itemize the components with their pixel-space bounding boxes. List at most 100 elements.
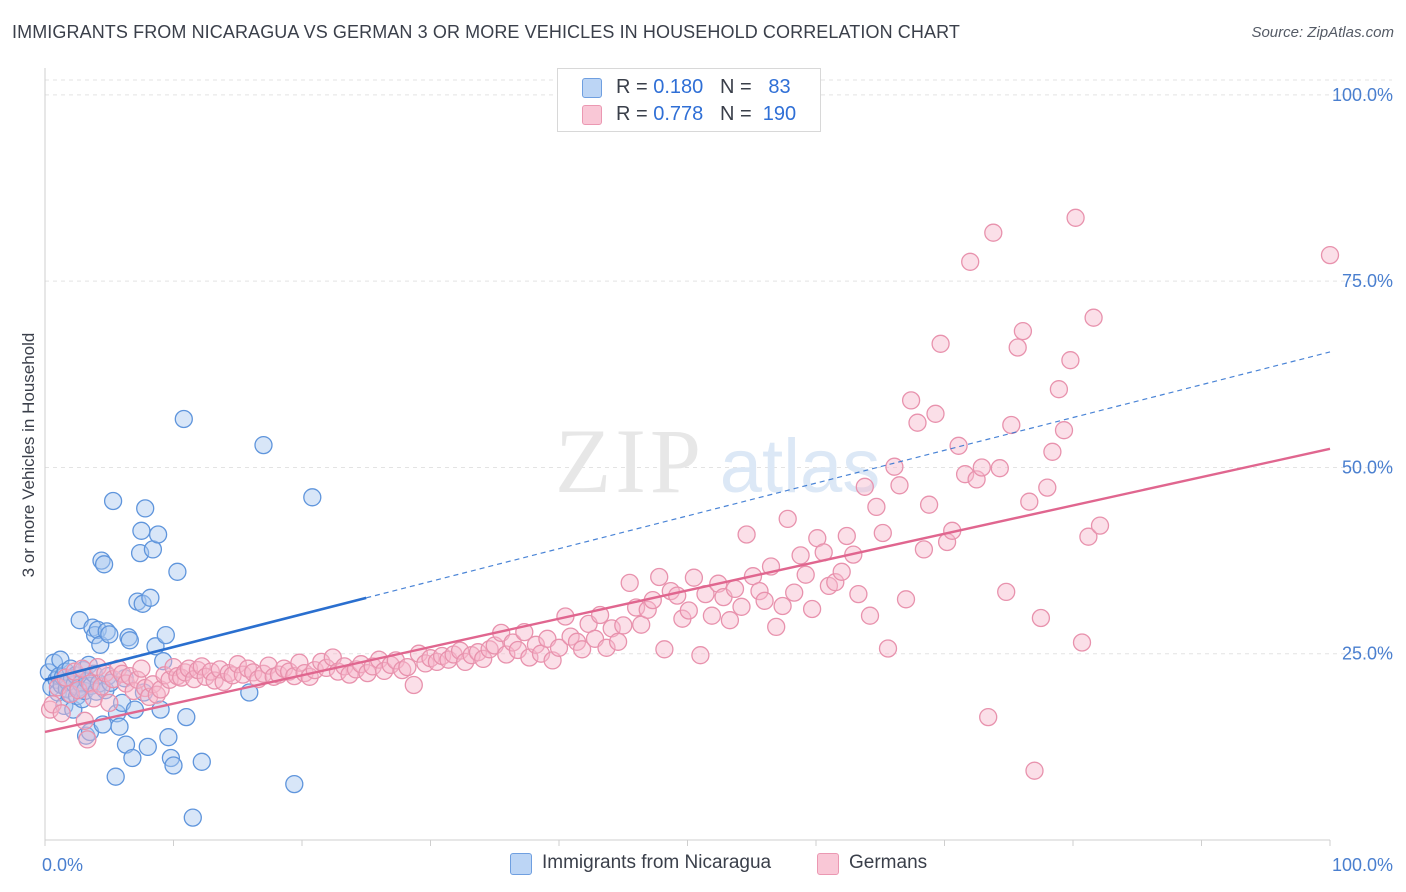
germans-point-121 <box>650 567 669 587</box>
nicaragua-point-69 <box>154 652 173 671</box>
germans-point-193 <box>1072 633 1092 652</box>
germans-point-159 <box>873 523 892 543</box>
germans-point-164 <box>901 391 921 410</box>
nicaragua-point-62 <box>136 499 155 518</box>
germans-point-177 <box>979 707 998 727</box>
x-tick-label-1: 100.0% <box>1332 855 1393 875</box>
germans-point-161 <box>885 457 904 476</box>
germans-point-44 <box>214 672 233 692</box>
germans-point-39 <box>192 657 211 676</box>
y-tick-label-3: 100.0% <box>1332 85 1393 105</box>
y-axis-label: 3 or more Vehicles in Household <box>19 333 38 578</box>
grid <box>45 79 1392 655</box>
germans-point-10 <box>78 730 97 749</box>
germans-point-195 <box>1084 308 1103 327</box>
germans-point-183 <box>1013 321 1033 341</box>
germans-point-46 <box>223 666 242 685</box>
germans-point-100 <box>526 635 546 654</box>
watermark: ZIP atlas <box>555 410 880 512</box>
watermark-zip: ZIP <box>555 410 705 512</box>
germans-point-119 <box>638 600 657 619</box>
germans-point-145 <box>791 546 810 565</box>
germans-point-158 <box>867 497 886 517</box>
germans-point-194 <box>1079 527 1098 546</box>
germans-point-186 <box>1031 608 1051 628</box>
nicaragua-point-42 <box>97 622 116 641</box>
x-tick-label-0: 0.0% <box>42 855 83 875</box>
germans-point-175 <box>967 470 986 489</box>
nicaragua-trend-dashed <box>366 351 1331 599</box>
chart-title: IMMIGRANTS FROM NICARAGUA VS GERMAN 3 OR… <box>12 22 960 42</box>
germans-point-157 <box>860 606 880 625</box>
nicaragua-point-77 <box>183 808 202 827</box>
nicaragua-point-40 <box>94 555 114 574</box>
bottom-legend-swatch-nicaragua <box>510 853 532 875</box>
legend-n-value: 190 <box>762 103 797 125</box>
trend-lines <box>44 351 1331 734</box>
germans-point-189 <box>1049 380 1069 399</box>
germans-point-162 <box>890 476 909 495</box>
germans-point-112 <box>597 638 616 657</box>
germans-point-116 <box>620 573 639 593</box>
germans-point-135 <box>732 597 751 616</box>
germans-point-181 <box>1002 415 1021 435</box>
germans-point-88 <box>456 652 475 672</box>
germans-point-24 <box>132 659 151 678</box>
germans-point-156 <box>855 477 874 496</box>
nicaragua-point-56 <box>125 700 145 719</box>
nicaragua-point-70 <box>156 625 175 645</box>
nicaragua-point-63 <box>138 737 157 757</box>
legend-swatch-germans <box>582 105 602 125</box>
germans-point-16 <box>100 693 119 713</box>
bottom-legend-swatch-germans <box>817 853 839 875</box>
germans-point-7 <box>69 681 88 700</box>
nicaragua-point-81 <box>285 774 304 794</box>
germans-point-108 <box>572 640 592 659</box>
germans-point-104 <box>549 638 569 657</box>
nicaragua-point-44 <box>100 625 119 644</box>
nicaragua-point-16 <box>64 700 83 719</box>
germans-point-141 <box>767 617 786 637</box>
watermark-atlas: atlas <box>720 424 881 509</box>
germans-point-122 <box>655 640 674 659</box>
germans-point-72 <box>363 657 382 676</box>
germans-point-180 <box>997 582 1016 602</box>
germans-point-191 <box>1061 351 1080 370</box>
germans-point-114 <box>608 632 628 651</box>
tick-labels: 25.0% 50.0% 75.0% 100.0% 0.0% 100.0% <box>42 85 1393 875</box>
germans-point-187 <box>1038 478 1057 497</box>
legend-n-value: 83 <box>768 76 791 98</box>
germans-points <box>40 208 1340 780</box>
legend-swatch-nicaragua <box>582 78 602 98</box>
germans-point-127 <box>684 568 704 587</box>
nicaragua-point-64 <box>141 588 160 607</box>
germans-point-153 <box>837 526 856 546</box>
germans-point-182 <box>1008 338 1027 357</box>
germans-point-160 <box>878 639 898 658</box>
legend-text-nicaragua: R = 0.180 N = 83 <box>616 76 791 98</box>
nicaragua-point-73 <box>164 756 183 775</box>
germans-point-77 <box>393 660 412 680</box>
germans-point-79 <box>404 675 423 695</box>
nicaragua-point-54 <box>120 631 139 650</box>
germans-point-59 <box>290 653 309 672</box>
bottom-legend: Immigrants from Nicaragua Germans <box>0 852 1406 878</box>
germans-point-151 <box>826 573 845 592</box>
germans-point-53 <box>259 656 278 675</box>
y-tick-label-0: 25.0% <box>1342 644 1393 664</box>
germans-point-192 <box>1066 208 1085 227</box>
germans-point-78 <box>398 657 417 677</box>
nicaragua-point-55 <box>123 748 142 768</box>
germans-point-197 <box>1320 245 1340 265</box>
germans-point-190 <box>1054 421 1074 440</box>
germans-point-174 <box>961 252 980 271</box>
germans-point-173 <box>955 465 975 484</box>
germans-point-115 <box>614 616 633 635</box>
axes <box>44 68 1331 846</box>
nicaragua-point-76 <box>177 707 196 727</box>
nicaragua-point-78 <box>192 752 211 771</box>
germans-point-40 <box>196 667 215 686</box>
nicaragua-point-59 <box>132 521 151 540</box>
germans-point-124 <box>668 586 687 605</box>
